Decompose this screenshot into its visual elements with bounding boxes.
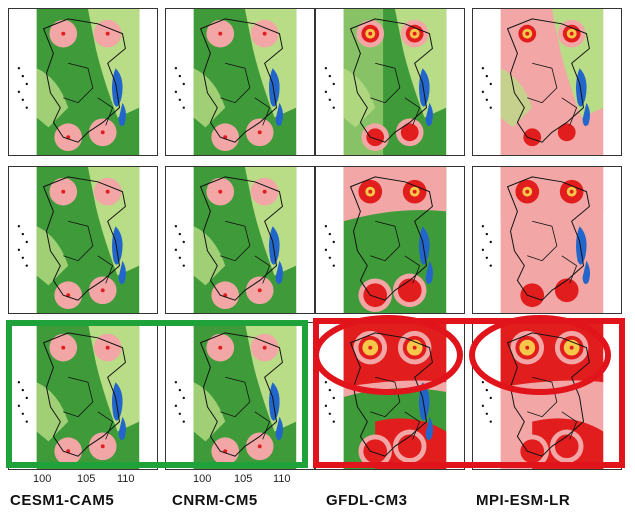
model-label-mpi: MPI-ESM-LR [476, 492, 571, 509]
map-panel-cnrm-cm5-row3 [165, 322, 315, 470]
map-panel-gfdl-cm3-row2 [315, 166, 465, 314]
x-tick: 100 [193, 473, 212, 485]
map-panel-cnrm-cm5-row1 [165, 8, 315, 156]
x-tick: 110 [117, 473, 135, 485]
highlight-box-green [6, 320, 308, 468]
map-panel-gfdl-cm3-row1 [315, 8, 465, 156]
x-tick: 110 [273, 473, 291, 485]
model-label-cnrm: CNRM-CM5 [172, 492, 258, 509]
model-label-gfdl: GFDL-CM3 [326, 492, 408, 509]
highlight-box-red [313, 318, 625, 468]
x-tick: 100 [33, 473, 52, 485]
map-panel-cesm1-cam5-row1 [8, 8, 158, 156]
model-label-cesm: CESM1-CAM5 [10, 492, 115, 509]
map-panel-mpi-esm-lr-row1 [472, 8, 622, 156]
x-tick: 105 [77, 473, 96, 485]
map-panel-cnrm-cm5-row2 [165, 166, 315, 314]
map-panel-mpi-esm-lr-row2 [472, 166, 622, 314]
map-panel-cesm1-cam5-row2 [8, 166, 158, 314]
x-tick: 105 [234, 473, 253, 485]
map-panel-cesm1-cam5-row3 [8, 322, 158, 470]
